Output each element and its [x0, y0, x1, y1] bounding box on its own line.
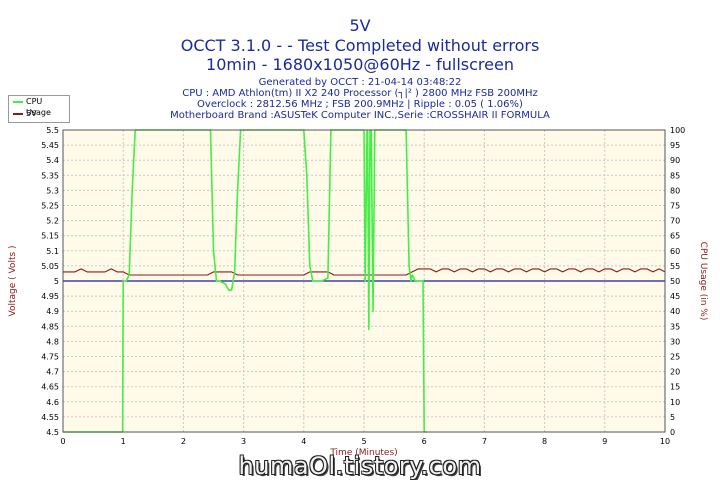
y-right-tick-label: 25 — [670, 353, 680, 362]
legend-label-cpu-usage: CPU Usage — [26, 97, 51, 117]
chart-title: 5V — [349, 16, 371, 35]
y-left-tick-label: 5 — [54, 277, 59, 286]
x-tick-label: 5 — [361, 437, 366, 446]
x-tick-label: 8 — [542, 437, 547, 446]
y-right-tick-label: 60 — [670, 247, 680, 256]
y-left-tick-label: 5.4 — [46, 156, 59, 165]
y-right-tick-label: 75 — [670, 202, 680, 211]
x-tick-labels: 0 1 2 3 4 5 6 7 8 9 10 — [60, 437, 670, 446]
y-left-tick-label: 4.95 — [41, 292, 59, 301]
y-right-tick-label: 50 — [670, 277, 680, 286]
y-left-tick-label: 4.75 — [41, 353, 59, 362]
y-left-tick-label: 4.5 — [46, 428, 59, 437]
legend-item-cpu-usage: CPU Usage — [9, 96, 69, 117]
x-tick-label: 0 — [60, 437, 65, 446]
info-motherboard: Motherboard Brand :ASUSTeK Computer INC.… — [170, 110, 550, 121]
y-right-tick-label: 30 — [670, 337, 680, 346]
y-right-tick-label: 70 — [670, 217, 680, 226]
y-right-tick-labels: 0 5 10 15 20 25 30 35 40 45 50 55 60 65 70 75 80 85 90 95 10… — [670, 126, 685, 437]
x-tick-label: 1 — [121, 437, 126, 446]
chart-subtitle-test-status: OCCT 3.1.0 - - Test Completed without er… — [180, 36, 540, 55]
info-generated: Generated by OCCT : 21-04-14 03:48:22 — [258, 77, 462, 88]
y-right-tick-label: 80 — [670, 186, 680, 195]
y-left-tick-label: 4.6 — [46, 398, 59, 407]
y-left-tick-label: 5.2 — [46, 217, 59, 226]
y-right-tick-label: 45 — [670, 292, 680, 301]
y-left-tick-label: 4.7 — [46, 368, 59, 377]
info-cpu: CPU : AMD Athlon(tm) II X2 240 Processor… — [182, 88, 538, 99]
y-left-tick-label: 5.15 — [41, 232, 59, 241]
y-right-tick-label: 0 — [670, 428, 675, 437]
x-axis-label: Time (Minutes) — [329, 448, 397, 458]
legend-swatch-cpu-usage — [13, 101, 23, 103]
y-left-tick-label: 4.85 — [41, 322, 59, 331]
y-right-tick-label: 100 — [670, 126, 685, 135]
y-right-tick-label: 40 — [670, 307, 680, 316]
y-left-tick-label: 4.65 — [41, 383, 59, 392]
y-right-tick-label: 55 — [670, 262, 680, 271]
chart-header: 5V OCCT 3.1.0 - - Test Completed without… — [0, 0, 720, 121]
x-tick-label: 9 — [602, 437, 607, 446]
series-5v-line — [63, 268, 666, 276]
y-left-tick-label: 5.35 — [41, 171, 59, 180]
y-axis-left-label: Voltage ( Volts ) — [8, 245, 18, 316]
y-left-tick-label: 4.8 — [46, 337, 59, 346]
y-left-tick-label: 4.55 — [41, 413, 59, 422]
y-left-tick-labels: 4.5 4.55 4.6 4.65 4.7 4.75 4.8 4.85 4.9 4.95 5 5.05… — [41, 126, 59, 437]
y-right-tick-label: 5 — [670, 413, 675, 422]
y-left-tick-label: 5.45 — [41, 141, 59, 150]
x-tick-label: 4 — [301, 437, 306, 446]
x-tick-label: 3 — [241, 437, 246, 446]
y-left-tick-label: 5.1 — [46, 247, 59, 256]
y-right-tick-label: 95 — [670, 141, 680, 150]
y-right-tick-label: 10 — [670, 398, 680, 407]
y-right-tick-label: 90 — [670, 156, 680, 165]
y-left-tick-label: 4.9 — [46, 307, 59, 316]
y-right-tick-label: 35 — [670, 322, 680, 331]
chart-subtitle-test-config: 10min - 1680x1050@60Hz - fullscreen — [206, 55, 514, 74]
x-tick-label: 2 — [181, 437, 186, 446]
x-tick-label: 10 — [660, 437, 670, 446]
legend-item-5v: 5V — [9, 108, 69, 120]
chart-legend: CPU Usage 5V — [8, 95, 70, 123]
info-overclock: Overclock : 2812.56 MHz ; FSB 200.9MHz |… — [197, 99, 523, 110]
y-left-tick-label: 5.25 — [41, 202, 59, 211]
y-right-tick-label: 65 — [670, 232, 680, 241]
watermark-text: humaOl.tistory.com — [238, 452, 482, 480]
y-left-tick-label: 5.3 — [46, 186, 59, 195]
y-right-tick-label: 85 — [670, 171, 680, 180]
x-tick-label: 7 — [482, 437, 487, 446]
legend-label-5v: 5V — [26, 109, 37, 118]
legend-swatch-5v — [13, 113, 23, 115]
y-axis-right-label: CPU Usage (in %) — [698, 242, 708, 321]
y-right-tick-label: 15 — [670, 383, 680, 392]
x-tick-label: 6 — [422, 437, 427, 446]
plot-frame — [62, 129, 666, 433]
y-left-tick-label: 5.5 — [46, 126, 59, 135]
y-right-tick-label: 20 — [670, 368, 680, 377]
y-left-tick-label: 5.05 — [41, 262, 59, 271]
